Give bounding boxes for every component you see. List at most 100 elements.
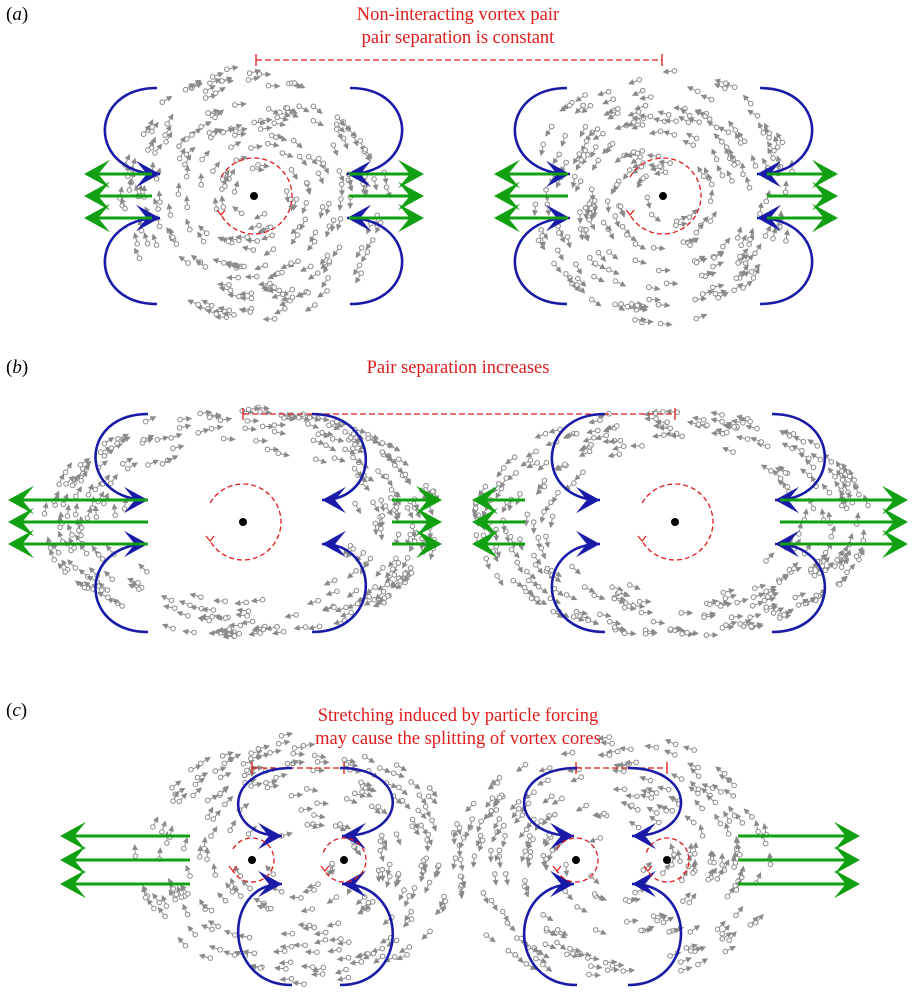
particle	[388, 487, 395, 493]
particle	[656, 819, 662, 826]
particle	[740, 171, 746, 178]
particle	[762, 840, 769, 847]
particle	[533, 955, 539, 962]
particle	[220, 129, 227, 136]
particle	[330, 142, 337, 148]
particle	[588, 441, 594, 448]
particle	[310, 103, 317, 110]
particle	[301, 981, 307, 987]
particle	[695, 961, 701, 968]
particle	[372, 584, 378, 590]
particle	[222, 897, 229, 904]
particle	[152, 150, 158, 156]
particle	[632, 257, 639, 264]
particle	[338, 181, 345, 188]
particle	[603, 432, 610, 439]
particle	[673, 222, 679, 229]
panel-a-title-line-2: pair separation is constant	[361, 28, 555, 48]
particle	[637, 154, 643, 160]
particle	[200, 238, 207, 245]
particle	[78, 532, 84, 539]
particle	[369, 899, 376, 905]
particle	[378, 525, 384, 532]
particle	[678, 959, 684, 965]
particle	[708, 96, 715, 103]
particle	[237, 893, 244, 899]
particle	[426, 785, 433, 791]
particle	[747, 418, 753, 425]
particle	[359, 789, 365, 795]
particle	[358, 270, 364, 276]
particle	[538, 818, 544, 824]
particle	[198, 181, 204, 188]
particle	[648, 211, 655, 218]
particle	[251, 950, 258, 957]
particle	[427, 928, 433, 935]
particle	[170, 625, 176, 632]
particle	[194, 774, 201, 781]
vortex-core-dot	[671, 518, 679, 526]
particle	[162, 132, 168, 138]
particle	[702, 113, 708, 120]
particle	[281, 948, 288, 954]
particle	[713, 124, 720, 131]
particle	[665, 111, 672, 118]
particle	[402, 571, 408, 577]
fluid-forcing-arrowhead	[576, 486, 600, 514]
particle	[245, 406, 252, 413]
particle	[387, 873, 393, 880]
particle	[623, 919, 630, 925]
particle	[542, 941, 549, 948]
particle	[334, 114, 341, 120]
particle	[633, 759, 640, 766]
particle	[591, 273, 597, 280]
particle	[690, 870, 696, 876]
particle	[832, 473, 838, 480]
particle	[189, 132, 195, 138]
particle	[257, 126, 264, 132]
particle	[605, 266, 612, 273]
particle	[219, 78, 225, 84]
particle	[722, 595, 729, 601]
particle	[334, 588, 340, 595]
particle	[503, 475, 510, 481]
particle	[356, 262, 363, 269]
particle	[263, 779, 269, 786]
particle	[609, 140, 616, 147]
particle	[377, 847, 384, 854]
particle	[380, 564, 386, 571]
particle	[159, 829, 165, 835]
fluid-forcing-arrowhead	[258, 822, 282, 850]
particle	[275, 270, 281, 277]
particle	[155, 206, 162, 212]
particle	[322, 929, 329, 936]
particle	[533, 448, 539, 455]
particle	[264, 446, 271, 453]
particle	[838, 468, 845, 475]
particle	[298, 895, 304, 901]
particle	[56, 481, 62, 488]
particle	[719, 930, 725, 937]
particle	[606, 752, 613, 758]
particle	[619, 223, 626, 230]
particle	[225, 238, 232, 245]
particle	[508, 546, 515, 553]
particle	[528, 595, 535, 602]
particle	[107, 480, 114, 487]
particle	[609, 740, 615, 747]
particle	[232, 102, 238, 108]
particle	[424, 837, 430, 843]
particle	[312, 302, 318, 308]
panel-c-title-line-1: Stretching induced by particle forcing	[317, 706, 599, 726]
particle	[733, 912, 739, 919]
particle	[378, 497, 384, 504]
particle	[684, 629, 690, 636]
particle	[309, 906, 316, 912]
particle	[624, 303, 631, 310]
particle	[771, 147, 777, 154]
particle	[404, 504, 411, 511]
particle	[723, 429, 730, 436]
particle	[404, 555, 411, 561]
panel-b-label: (b)	[6, 357, 29, 378]
